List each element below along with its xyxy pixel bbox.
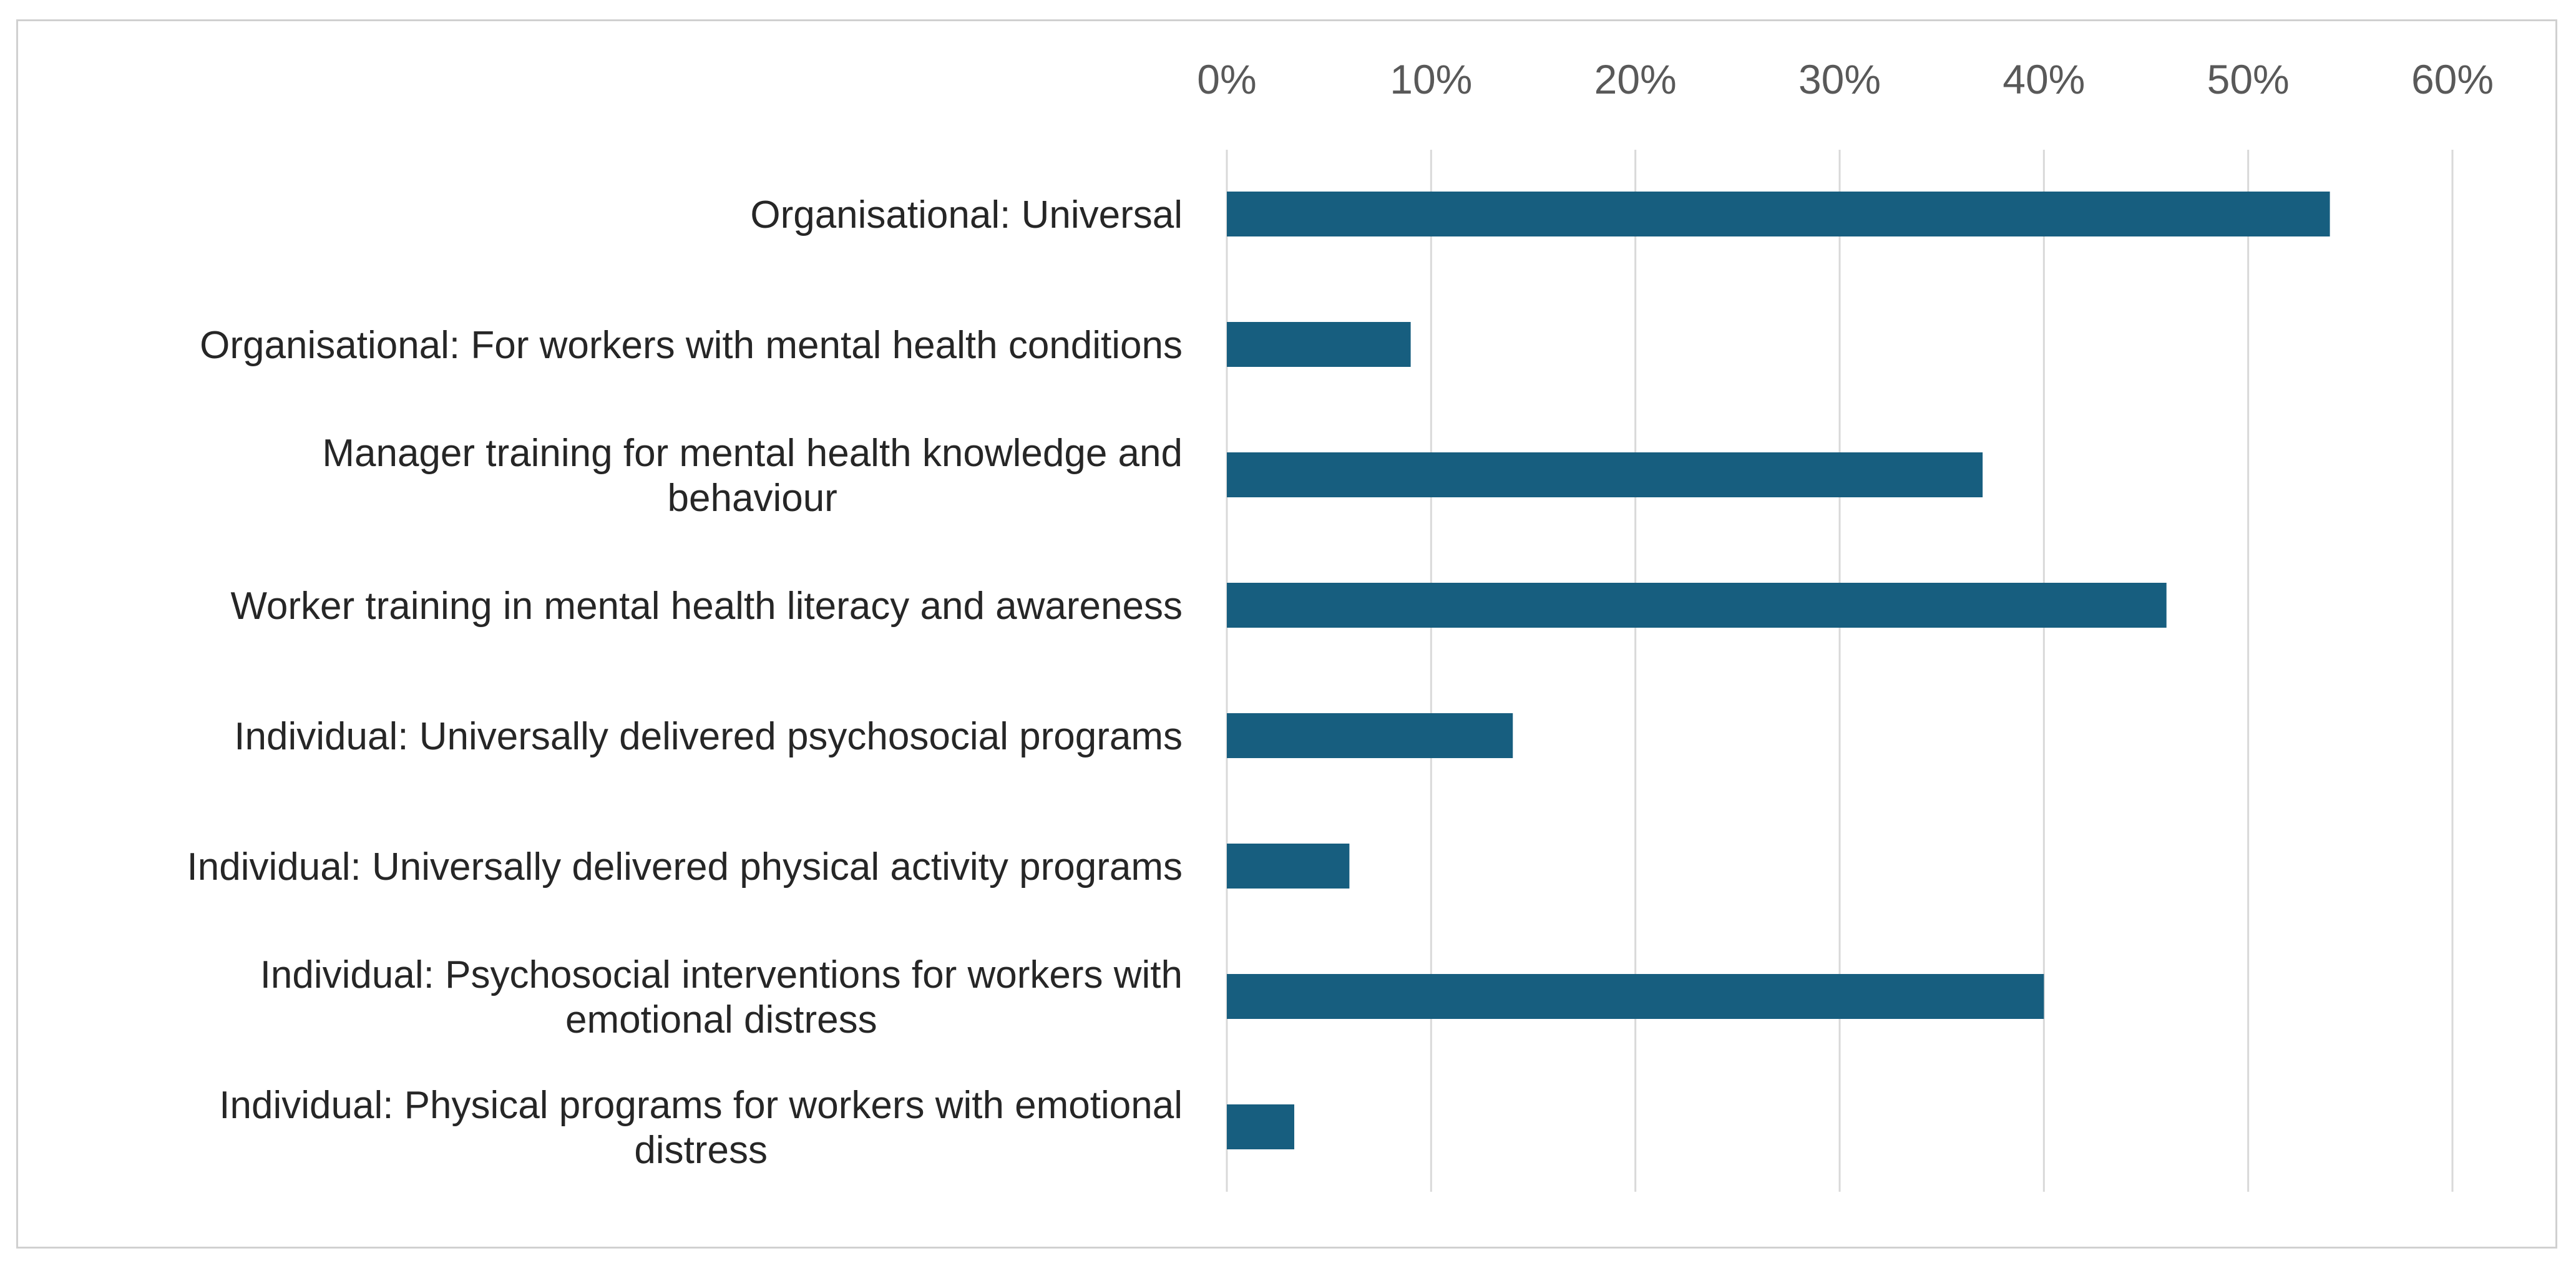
category-label: Worker training in mental health literac… [230,585,1183,628]
x-tick-label: 40% [2003,56,2085,102]
bar [1227,452,1983,497]
category-label: Individual: Physical programs for worker… [219,1084,1183,1127]
category-label: behaviour [668,477,837,520]
category-labels: Organisational: Universal Organisational:… [187,193,1183,1172]
category-label: Individual: Universally delivered psycho… [234,715,1183,758]
category-label: Organisational: Universal [750,193,1183,236]
x-tick-label: 0% [1197,56,1256,102]
gridlines [1226,150,2454,1192]
category-label: Individual: Universally delivered physic… [187,845,1183,889]
x-tick-label: 20% [1594,56,1677,102]
category-label: Manager training for mental health knowl… [322,432,1183,475]
bar [1227,192,2330,236]
bar [1227,322,1411,367]
bar [1227,1104,1295,1149]
x-tick-label: 50% [2207,56,2290,102]
bar [1227,844,1350,889]
bar [1227,713,1513,758]
x-tick-label: 60% [2411,56,2494,102]
bar [1227,974,2044,1019]
bar [1227,583,2167,628]
x-axis-ticks: 0% 10% 20% 30% 40% 50% 60% [1197,56,2494,102]
category-label: Individual: Psychosocial interventions f… [260,953,1183,996]
x-tick-label: 10% [1390,56,1472,102]
category-label: emotional distress [565,998,877,1041]
category-label: Organisational: For workers with mental … [200,324,1183,367]
category-label: distress [634,1129,768,1172]
bars [1227,192,2330,1149]
x-tick-label: 30% [1798,56,1881,102]
